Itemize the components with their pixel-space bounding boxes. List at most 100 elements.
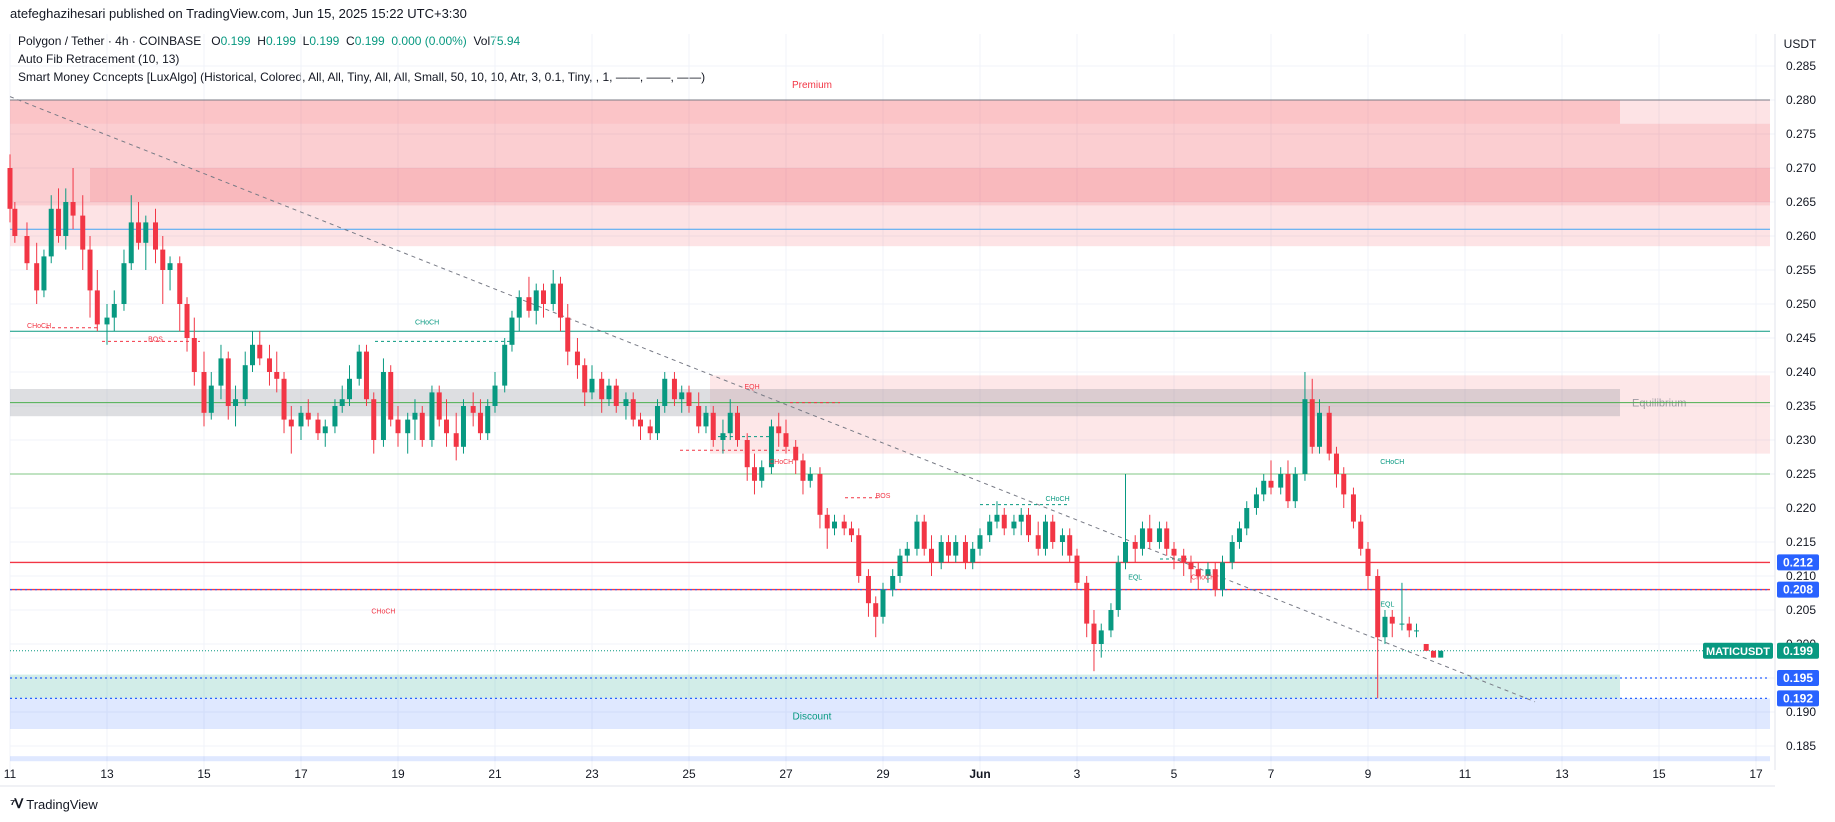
symbol-row[interactable]: Polygon / Tether · 4h · COINBASE O0.199 … [18, 32, 705, 50]
candle-body [1414, 630, 1419, 632]
candle-body [160, 249, 166, 270]
y-tick-label: 0.230 [1786, 433, 1816, 447]
candle-body [647, 426, 653, 434]
candle-body [970, 548, 976, 563]
change-value: 0.000 (0.00%) [391, 34, 467, 48]
open-key: O [211, 34, 221, 48]
candle-body [315, 419, 321, 434]
candle-body [735, 412, 740, 440]
candle-body [865, 576, 871, 604]
candle-body [419, 412, 425, 440]
candle-body [1430, 650, 1436, 658]
price-label-badge [1777, 581, 1819, 598]
candle-body [606, 385, 612, 400]
candle-body [266, 358, 272, 372]
candle-body [1220, 562, 1225, 590]
candle-body [70, 202, 76, 216]
candle-body [41, 256, 47, 291]
candle-body [751, 467, 757, 481]
candle-body [470, 406, 476, 413]
low-key: L [302, 34, 310, 48]
candle-body [1195, 569, 1201, 576]
candle-body [1132, 542, 1138, 549]
candle-body [945, 542, 951, 556]
indicator-fib[interactable]: Auto Fib Retracement (10, 13) [18, 52, 180, 66]
structure-label: CHoCH [1380, 459, 1404, 466]
candle-body [298, 412, 304, 427]
candle-body [143, 222, 149, 243]
y-tick-label: 0.275 [1786, 127, 1816, 141]
footer-brand[interactable]: ⁷ᐯ TradingView [10, 796, 98, 812]
candle-body [34, 263, 40, 291]
candle-body [201, 372, 207, 413]
candle-body [1229, 542, 1235, 563]
candle-body [613, 385, 619, 406]
premium-zone-upper [10, 100, 1620, 124]
y-tick-label: 0.235 [1786, 399, 1816, 413]
candle-body [1212, 569, 1218, 590]
volume-key: Vol [473, 34, 491, 48]
candle-body [516, 297, 522, 318]
y-tick-label: 0.270 [1786, 161, 1816, 175]
candle-body [12, 208, 18, 236]
x-tick-label: 11 [1459, 767, 1472, 781]
candle-body [48, 208, 54, 257]
candle-body [1164, 528, 1170, 549]
candle-body [1108, 610, 1114, 631]
x-tick-label: 17 [1749, 767, 1763, 781]
structure-label: BOS [148, 336, 163, 343]
candle-body [492, 385, 498, 406]
y-tick-label: 0.240 [1786, 365, 1816, 379]
time-axis[interactable]: 11 13 15 17 19 21 23 25 27 29 Jun 3 5 7 9 11 13 15 17 [0, 767, 1775, 787]
candle-body [1341, 474, 1347, 495]
candle-body [380, 372, 386, 440]
candle-body [565, 317, 571, 352]
candle-body [1026, 514, 1031, 536]
candle-body [250, 344, 255, 366]
candle-body [526, 297, 532, 311]
candle-body [1382, 616, 1388, 638]
candle-body [63, 202, 69, 236]
x-tick-label: 25 [682, 767, 696, 781]
candle-body [356, 351, 362, 379]
candle-body [654, 406, 660, 434]
candle-body [1406, 623, 1412, 631]
candle-body [880, 589, 886, 617]
candle-body [977, 535, 983, 549]
candle-body [1074, 555, 1080, 583]
indicator-smc[interactable]: Smart Money Concepts [LuxAlgo] (Historic… [18, 70, 706, 84]
structure-label: CHoCH [371, 608, 395, 615]
candle-body [128, 222, 134, 264]
candle-body [873, 603, 879, 617]
candle-body [274, 372, 280, 379]
candle-body [630, 399, 636, 420]
candle-body [208, 385, 214, 413]
candle-body [832, 521, 837, 529]
candle-body [953, 542, 959, 556]
lower-band [10, 756, 1770, 762]
candle-body [153, 222, 158, 250]
y-tick-label: 0.260 [1786, 229, 1816, 243]
price-label-badge [1777, 690, 1819, 707]
candle-body [817, 474, 823, 515]
candle-body [395, 419, 401, 434]
candle-body [305, 412, 311, 420]
candle-body [686, 392, 692, 406]
candle-body [921, 521, 927, 549]
y-tick-label: 0.205 [1786, 603, 1816, 617]
candle-body [744, 440, 750, 468]
candle-body [987, 521, 993, 536]
price-axis[interactable]: USDT 0.285 0.280 0.275 0.270 0.265 0.260 0.255 0… [1703, 34, 1819, 770]
candle-body [1139, 528, 1145, 549]
candle-body [332, 406, 338, 427]
candle-body [720, 433, 726, 440]
y-tick-label: 0.250 [1786, 297, 1816, 311]
candle-body [1236, 528, 1242, 542]
structure-label: CHoCH [1191, 574, 1215, 581]
candle-body [1171, 548, 1177, 556]
structure-labels: CHoCH BOS CHoCH EQH CHoCH BOS CHoCH EQL CHoCH CHo… [27, 319, 1404, 615]
candle-body [550, 283, 556, 304]
candle-body [1205, 569, 1211, 576]
candle-body [1302, 399, 1308, 474]
